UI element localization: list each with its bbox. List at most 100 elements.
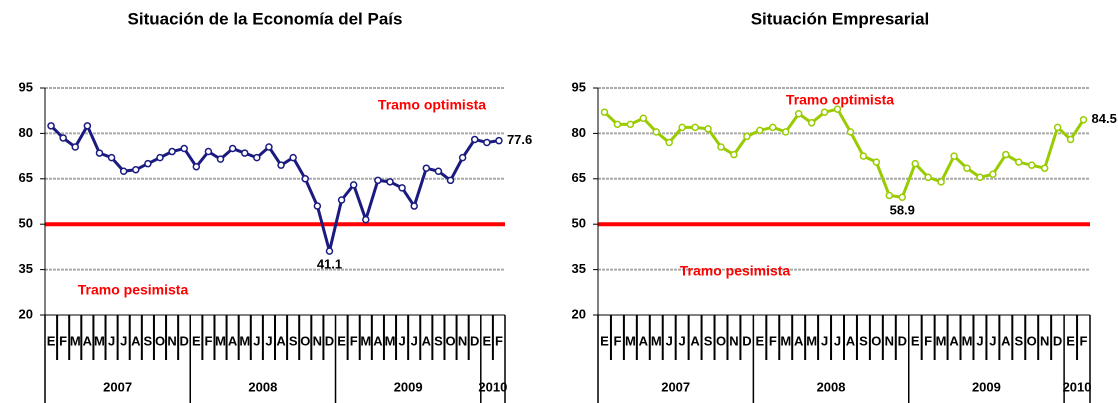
y-tick-label: 50 xyxy=(572,216,586,231)
x-tick-label: A xyxy=(131,333,141,348)
x-tick-label: J xyxy=(411,333,418,348)
x-tick-label: O xyxy=(300,333,310,348)
x-tick-label: E xyxy=(337,333,346,348)
point xyxy=(600,108,609,116)
x-tick-label: O xyxy=(155,333,165,348)
point xyxy=(976,173,984,182)
x-tick-label: J xyxy=(265,333,272,348)
point xyxy=(83,122,92,130)
point xyxy=(265,143,273,151)
point xyxy=(1040,164,1049,172)
x-tick-label: J xyxy=(834,333,841,348)
y-tick-label: 65 xyxy=(19,170,33,185)
x-tick-label: N xyxy=(1040,333,1049,348)
y-tick-label: 20 xyxy=(19,306,33,321)
y-tick-label: 50 xyxy=(19,216,33,231)
series-line xyxy=(603,107,1085,199)
x-tick-label: A xyxy=(949,333,959,348)
point xyxy=(846,128,855,136)
x-tick-label: J xyxy=(989,333,996,348)
x-tick-label: D xyxy=(325,333,334,348)
point xyxy=(446,176,455,185)
x-tick-label: A xyxy=(422,333,432,348)
point xyxy=(613,120,622,129)
data-label: 84.5 xyxy=(1092,111,1117,126)
x-tick-label: A xyxy=(228,333,238,348)
year-label: 2009 xyxy=(394,379,423,394)
point xyxy=(872,158,881,166)
x-tick-label: F xyxy=(1080,333,1088,348)
x-tick-label: E xyxy=(911,333,920,348)
x-tick-label: A xyxy=(83,333,93,348)
x-tick-label: M xyxy=(385,333,396,348)
point xyxy=(374,176,382,185)
point xyxy=(204,147,213,156)
point xyxy=(937,178,945,186)
x-tick-label: O xyxy=(716,333,726,348)
x-tick-label: M xyxy=(806,333,817,348)
point xyxy=(717,143,725,151)
point xyxy=(495,136,503,145)
point xyxy=(132,165,140,174)
point xyxy=(458,153,467,162)
point xyxy=(325,247,334,255)
x-tick-label: E xyxy=(47,333,56,348)
x-tick-label: M xyxy=(651,333,662,348)
series-line xyxy=(49,122,500,252)
x-tick-label: M xyxy=(962,333,973,348)
point xyxy=(665,138,673,147)
point xyxy=(410,202,418,210)
x-tick-label: F xyxy=(59,333,67,348)
x-tick-label: A xyxy=(373,333,383,348)
x-tick-label: J xyxy=(666,333,673,348)
point xyxy=(898,193,907,202)
year-label: 2008 xyxy=(817,379,846,394)
x-tick-label: M xyxy=(936,333,947,348)
point xyxy=(1079,116,1088,124)
year-label: 2009 xyxy=(972,379,1001,394)
x-tick-label: N xyxy=(885,333,894,348)
point xyxy=(807,119,816,127)
x-tick-label: O xyxy=(445,333,455,348)
x-tick-label: J xyxy=(976,333,983,348)
x-tick-label: O xyxy=(871,333,881,348)
point xyxy=(301,175,310,183)
x-tick-label: S xyxy=(289,333,298,348)
point xyxy=(386,178,394,186)
point xyxy=(730,150,738,159)
data-label: 77.6 xyxy=(507,132,532,147)
point xyxy=(626,120,635,129)
x-tick-label: N xyxy=(167,333,176,348)
point xyxy=(289,153,297,162)
point xyxy=(769,123,777,132)
x-tick-label: A xyxy=(639,333,649,348)
chart-title: Situación Empresarial xyxy=(751,9,930,28)
point xyxy=(95,149,104,157)
point xyxy=(144,159,152,168)
x-tick-label: S xyxy=(434,333,443,348)
point xyxy=(349,181,358,189)
x-tick-label: M xyxy=(94,333,105,348)
optimist-label: Tramo optimista xyxy=(378,97,486,113)
x-tick-label: D xyxy=(180,333,189,348)
x-tick-label: E xyxy=(192,333,201,348)
chart-title: Situación de la Economía del País xyxy=(128,9,403,28)
x-tick-label: J xyxy=(679,333,686,348)
point xyxy=(107,153,116,162)
point xyxy=(678,123,686,132)
point xyxy=(911,159,919,168)
x-tick-label: A xyxy=(1001,333,1011,348)
x-tick-label: N xyxy=(729,333,738,348)
x-tick-label: D xyxy=(470,333,479,348)
x-tick-label: S xyxy=(1014,333,1023,348)
x-tick-label: M xyxy=(70,333,81,348)
x-tick-label: E xyxy=(483,333,492,348)
point xyxy=(180,144,188,153)
point xyxy=(119,167,128,175)
x-tick-label: J xyxy=(253,333,260,348)
point xyxy=(885,191,894,200)
point xyxy=(1027,161,1036,169)
point xyxy=(470,135,479,144)
point xyxy=(168,147,176,156)
year-label: 2008 xyxy=(248,379,277,394)
